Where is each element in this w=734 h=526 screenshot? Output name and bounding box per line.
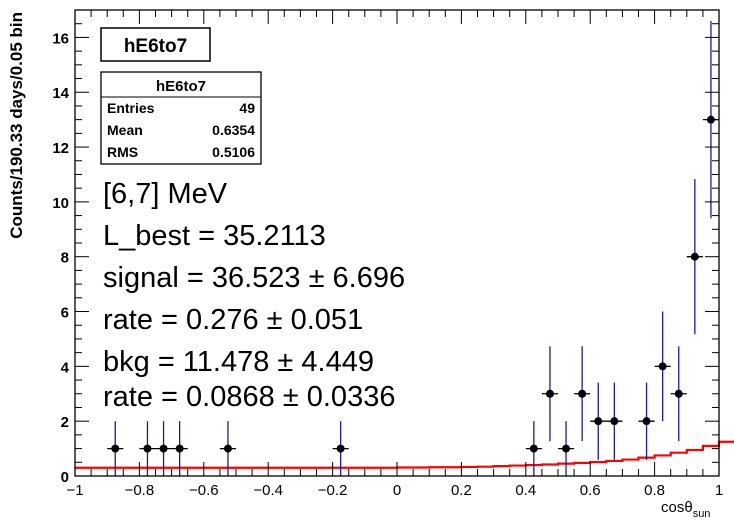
point-marker [530,445,538,453]
point-marker [143,445,151,453]
point-marker [643,417,651,425]
point-marker [224,445,232,453]
x-tick-label: −0.2 [318,482,348,499]
point-marker [176,445,184,453]
y-tick-label: 4 [61,359,70,376]
data-point [542,346,558,441]
annotation-bkg-rate: rate = 0.0868 ± 0.0336 [103,381,395,413]
y-tick-label: 6 [61,305,69,322]
y-tick-label: 2 [61,414,69,431]
annotation-signal-rate: rate = 0.276 ± 0.051 [103,304,363,336]
annotation-signal: signal = 36.523 ± 6.696 [103,262,405,294]
point-marker [111,445,119,453]
title-box: hE6to7 [101,28,210,61]
annotation-energy-range: [6,7] MeV [103,178,228,210]
y-axis-label: Counts/190.33 days/0.05 bin [7,12,26,239]
point-marker [160,445,168,453]
x-tick-label: 0.8 [644,482,665,499]
stats-entries-label: Entries [107,100,155,116]
y-tick-label: 16 [52,30,69,47]
annotation-l-best: L_best = 35.2113 [103,220,326,252]
point-marker [546,390,554,398]
y-tick-label: 12 [52,140,69,157]
x-tick-label: 1 [715,482,723,499]
stats-box: hE6to7 Entries 49 Mean 0.6354 RMS 0.5106 [101,72,261,164]
point-marker [594,417,602,425]
y-tick-labels: 0 2 4 6 8 10 12 14 16 [52,30,69,486]
x-tick-label: −1 [66,482,83,499]
y-tick-label: 0 [61,469,69,486]
data-point [655,312,671,422]
chart-title: hE6to7 [124,36,187,57]
x-axis-label-main: cosθ [661,499,693,516]
stats-mean-value: 0.6354 [212,122,255,138]
data-point [558,421,574,476]
data-point [526,421,542,476]
point-marker [610,417,618,425]
stats-entries-value: 49 [239,100,255,116]
point-marker [562,445,570,453]
x-tick-label: −0.6 [189,482,219,499]
x-tick-label: 0.4 [515,482,536,499]
x-tick-label: 0 [393,482,401,499]
x-tick-label: 0.6 [580,482,601,499]
x-tick-label: 0.2 [451,482,472,499]
y-tick-label: 8 [61,250,69,267]
data-point [687,179,703,334]
y-tick-label: 14 [52,85,69,102]
data-point [574,346,590,441]
y-tick-label: 10 [52,195,69,212]
stats-rms-label: RMS [107,144,138,160]
x-tick-label: −0.8 [125,482,155,499]
stats-rms-value: 0.5106 [212,144,255,160]
data-point [606,383,622,460]
data-point [639,383,655,460]
data-point [590,383,606,460]
point-marker [578,390,586,398]
data-point [671,346,687,441]
point-marker [691,253,699,261]
x-tick-labels: −1 −0.8 −0.6 −0.4 −0.2 0 0.2 0.4 0.6 0.8 1 [66,482,723,499]
stats-mean-label: Mean [107,122,143,138]
fit-annotations: [6,7] MeV L_best = 35.2113 signal = 36.5… [103,178,405,413]
point-marker [337,445,345,453]
point-marker [675,390,683,398]
x-tick-label: −0.4 [253,482,283,499]
annotation-bkg: bkg = 11.478 ± 4.449 [103,346,374,378]
point-marker [659,362,667,370]
stats-title: hE6to7 [156,78,206,95]
x-axis-label: cosθsun [661,499,710,520]
x-axis-label-sub: sun [693,508,711,520]
